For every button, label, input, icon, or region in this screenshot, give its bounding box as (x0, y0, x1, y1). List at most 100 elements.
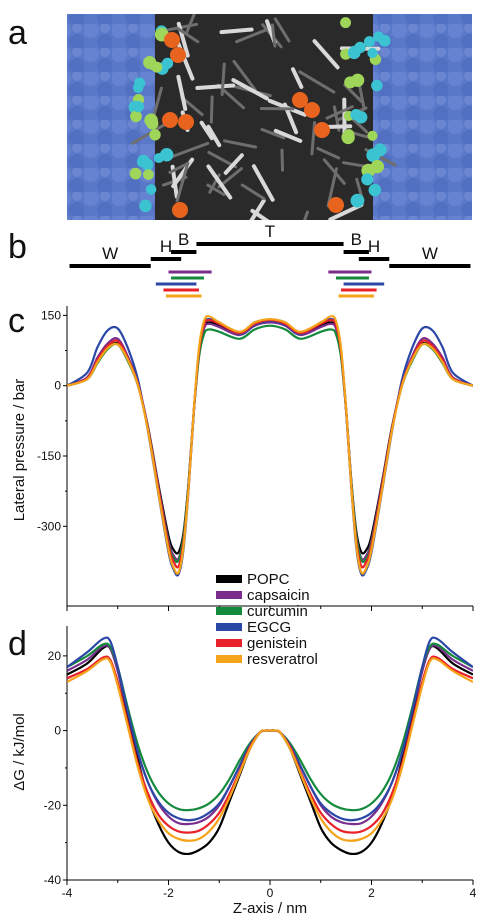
headgroup-bead (361, 173, 374, 186)
lipid-tail (312, 39, 340, 70)
lipid-tail (185, 14, 196, 35)
lipid-tail (232, 59, 257, 92)
legend-label-egcg: EGCG (247, 619, 291, 636)
lipid-tail (249, 198, 266, 220)
y-tick-label: 0 (54, 379, 61, 393)
lipid-tail (195, 83, 236, 90)
lateral-pressure-chart: 150 0 -150 -300 Lateral pressure / bar (11, 306, 474, 611)
lipid-tail (206, 124, 222, 148)
headgroup-bead (161, 57, 174, 69)
drug-molecule (164, 32, 180, 48)
region-label-h: H (160, 237, 172, 256)
d-xlabel: Z-axis / nm (233, 900, 307, 917)
lipid-tail (175, 26, 200, 44)
headgroup-bead (368, 183, 382, 197)
headgroup-bead (378, 34, 391, 47)
lipid-tail (152, 86, 163, 117)
lipid-tail (199, 120, 214, 141)
panel-label-b: b (8, 228, 27, 266)
lipid-tail (219, 27, 254, 35)
membrane-molecules (128, 14, 397, 220)
headgroup-bead (350, 73, 365, 87)
legend: POPCcapsaicincurcuminEGCGgenisteinresver… (216, 571, 318, 668)
lipid-tail (168, 162, 188, 174)
legend-label-capsaicin: capsaicin (247, 587, 310, 604)
lipid-tail (209, 95, 214, 124)
lipid-tail (206, 164, 233, 200)
x-tick-label: 2 (368, 886, 375, 900)
lipid-tail (273, 128, 303, 143)
free-energy-chart: 200-20-40-4 -2 0 2 4 ΔG / kJ/mol Z-axis / nm (11, 626, 477, 917)
series-line-resveratrol (67, 657, 473, 842)
lipid-tail (131, 123, 166, 145)
y-tick-label: -300 (37, 519, 61, 533)
drug-molecule (314, 122, 330, 138)
lipid-tail (303, 210, 309, 220)
headgroup-bead (350, 193, 365, 208)
legend-label-genistein: genistein (247, 635, 307, 652)
drug-molecule (162, 112, 178, 128)
d-ylabel: ΔG / kJ/mol (11, 713, 28, 791)
c-ticks: 150 0 -150 -300 (37, 308, 474, 611)
region-label-h: H (368, 237, 380, 256)
drug-molecule (292, 92, 308, 108)
d-ticks: 200-20-40-4 -2 0 2 4 (44, 649, 477, 900)
headgroup-bead (341, 130, 355, 145)
region-label-b: B (178, 230, 189, 249)
lipid-tail (176, 74, 188, 111)
series-line-genistein (67, 318, 473, 569)
headgroup-bead (340, 17, 352, 29)
legend-label-resveratrol: resveratrol (247, 651, 318, 668)
series-line-resveratrol (67, 315, 473, 575)
region-label-t: T (265, 222, 275, 241)
headgroup-bead (149, 129, 161, 141)
headgroup-bead (151, 61, 163, 73)
region-label-b: B (351, 230, 362, 249)
headgroup-bead (134, 77, 146, 89)
lipid-tail (220, 62, 226, 96)
headgroup-bead (371, 79, 383, 92)
lipid-tail (206, 183, 226, 197)
region-label-w: W (102, 244, 118, 263)
region-label-w: W (422, 244, 438, 263)
headgroup-bead (367, 130, 378, 141)
panel-label-c: c (8, 302, 25, 340)
lipid-tail (310, 121, 317, 156)
lipid-tail (222, 139, 258, 149)
c-series (67, 315, 473, 577)
headgroup-bead (145, 184, 157, 195)
headgroup-bead (137, 154, 150, 168)
y-tick-label: -40 (44, 873, 62, 887)
lipid-tail (298, 70, 336, 94)
drug-molecule (170, 47, 186, 63)
headgroup-bead (139, 199, 152, 213)
legend-label-popc: POPC (247, 571, 290, 588)
legend-label-curcumin: curcumin (247, 603, 308, 620)
series-line-genistein (67, 655, 473, 834)
headgroup-bead (143, 169, 154, 180)
y-tick-label: 20 (48, 649, 62, 663)
x-tick-label: 0 (267, 886, 274, 900)
lipid-tail (223, 153, 244, 175)
lipid-tail (316, 146, 341, 160)
drug-molecule (328, 197, 344, 213)
headgroup-bead (159, 148, 174, 162)
c-ylabel: Lateral pressure / bar (11, 379, 28, 522)
headgroup-bead (130, 110, 142, 123)
headgroup-bead (129, 167, 142, 180)
headgroup-bead (373, 143, 387, 157)
lipid-tail (260, 128, 286, 140)
y-tick-label: -20 (44, 798, 62, 812)
panel-label-d: d (8, 625, 27, 663)
drug-molecule (172, 202, 188, 218)
lipid-tail (251, 164, 275, 202)
lipid-tail (235, 28, 267, 44)
headgroup-bead (144, 113, 158, 128)
headgroup-bead (363, 36, 375, 48)
headgroup-bead (349, 45, 360, 57)
headgroup-bead (370, 159, 385, 174)
lipid-tail (290, 67, 304, 90)
lipid-tail (325, 105, 354, 120)
